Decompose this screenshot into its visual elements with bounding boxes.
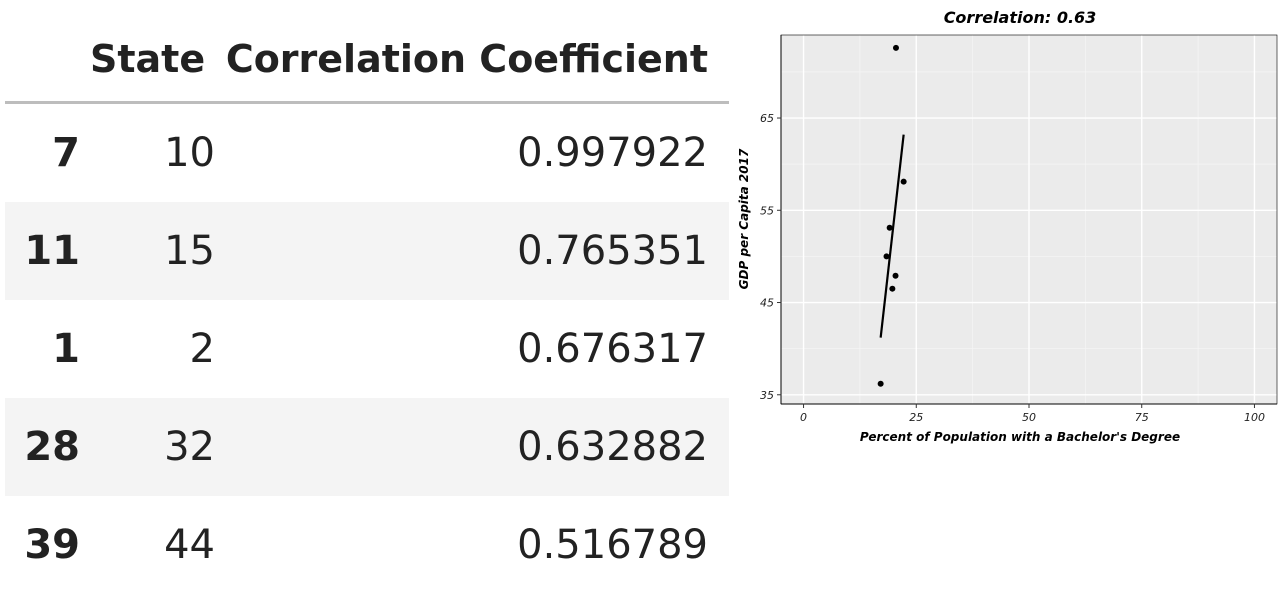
correlation-table-container: State Correlation Coefficient 7 10 0.997… [5, 0, 729, 594]
grid-lines [781, 35, 1277, 404]
data-point [889, 285, 896, 292]
y-tick-label: 45 [760, 297, 774, 310]
y-tick-label: 55 [760, 204, 774, 217]
row-index: 28 [5, 398, 90, 496]
tick-labels: 0 25 50 75 100 35 45 55 65 [760, 112, 1265, 424]
table-header-row: State Correlation Coefficient [5, 0, 729, 104]
data-point [892, 44, 899, 51]
regression-line [879, 134, 905, 338]
row-index: 1 [52, 326, 80, 372]
row-index: 11 [5, 202, 90, 300]
y-tick-label: 65 [760, 112, 774, 125]
state-header: State [90, 0, 225, 104]
index-header [5, 0, 90, 104]
data-point [886, 224, 893, 231]
scatter-chart: Correlation: 0.63 0 25 50 75 100 35 45 55 65 Per… [737, 8, 1278, 444]
data-point [883, 253, 890, 260]
correlation-cell: 0.516789 [517, 522, 708, 568]
table-row: 1 2 0.676317 [5, 300, 729, 398]
data-point [900, 178, 907, 185]
x-tick-label: 100 [1244, 411, 1265, 424]
y-tick-label: 35 [760, 389, 774, 402]
correlation-table: State Correlation Coefficient 7 10 0.997… [5, 0, 729, 594]
table-row: 7 10 0.997922 [5, 103, 729, 203]
x-axis-label: Percent of Population with a Bachelor's … [860, 430, 1180, 444]
correlation-cell: 0.676317 [517, 326, 708, 372]
correlation-header: Correlation Coefficient [225, 0, 729, 104]
state-cell: 10 [164, 130, 215, 176]
y-axis-label: GDP per Capita 2017 [737, 148, 751, 289]
correlation-cell: 0.765351 [225, 202, 729, 300]
x-tick-label: 75 [1135, 411, 1149, 424]
data-marks [877, 44, 907, 387]
row-index: 7 [52, 130, 80, 176]
table-row: 28 32 0.632882 [5, 398, 729, 496]
data-point [892, 272, 899, 279]
state-cell: 32 [90, 398, 225, 496]
table-row: 11 15 0.765351 [5, 202, 729, 300]
x-tick-label: 50 [1022, 411, 1036, 424]
x-tick-label: 25 [909, 411, 923, 424]
x-tick-label: 0 [800, 411, 807, 424]
row-index: 39 [24, 522, 80, 568]
correlation-cell: 0.632882 [225, 398, 729, 496]
table-row: 39 44 0.516789 [5, 496, 729, 594]
state-cell: 15 [90, 202, 225, 300]
state-cell: 44 [164, 522, 215, 568]
chart-title: Correlation: 0.63 [944, 8, 1097, 27]
data-point [877, 380, 884, 387]
state-cell: 2 [189, 326, 215, 372]
correlation-cell: 0.997922 [517, 130, 708, 176]
